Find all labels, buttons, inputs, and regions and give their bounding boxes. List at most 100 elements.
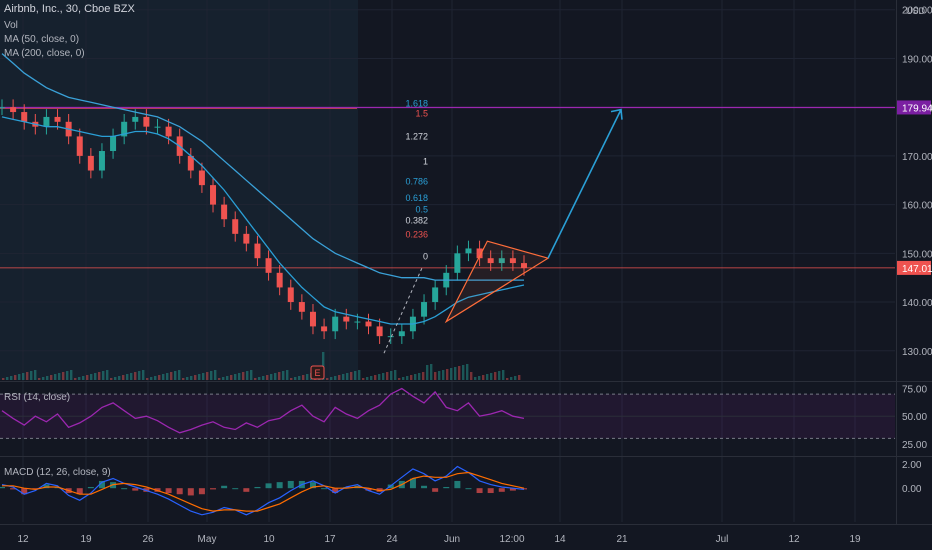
volume-bar	[114, 377, 117, 380]
rsi-tick-label: 50.00	[902, 412, 927, 423]
volume-bar	[518, 375, 521, 380]
volume-bar	[38, 378, 41, 380]
macd-tick-label: 2.00	[902, 460, 922, 471]
ma50-line	[1, 116, 525, 325]
volume-bar	[426, 365, 429, 380]
volume-bar	[66, 371, 69, 380]
macd-histogram-bar	[76, 488, 83, 495]
volume-bar	[226, 376, 229, 380]
volume-bar	[162, 374, 165, 380]
volume-bar	[402, 377, 405, 380]
candle	[143, 116, 150, 127]
macd-histogram-bar	[121, 488, 128, 490]
volume-bar	[414, 374, 417, 380]
volume-bar	[218, 378, 221, 380]
macd-histogram-bar	[210, 488, 217, 490]
volume-bar	[510, 377, 513, 380]
x-tick-label: 26	[142, 534, 154, 545]
macd-histogram-bar	[0, 486, 5, 489]
volume-bar	[154, 376, 157, 380]
volume-bar	[94, 373, 97, 380]
macd-histogram-bar	[98, 480, 105, 489]
volume-bar	[254, 378, 257, 380]
volume-bar	[270, 374, 273, 380]
volume-bar	[498, 371, 501, 380]
volume-bar	[350, 372, 353, 380]
volume-bar	[74, 378, 77, 380]
volume-bar	[62, 372, 65, 380]
volume-bar	[34, 370, 37, 380]
volume-bar	[202, 373, 205, 380]
volume-bar	[150, 377, 153, 380]
macd-histogram-bar	[332, 488, 339, 494]
volume-bar	[118, 376, 121, 380]
candle	[354, 321, 361, 323]
legend-ma50: MA (50, close, 0)	[4, 34, 80, 45]
candle	[21, 112, 28, 122]
x-tick-label: 10	[263, 534, 275, 545]
volume-bar	[6, 377, 9, 380]
volume-bar	[334, 376, 337, 380]
volume-bar	[194, 375, 197, 380]
target-price-tag: 179.94	[902, 103, 932, 114]
candle	[243, 233, 250, 244]
rsi-tick-label: 75.00	[902, 385, 927, 396]
volume-bar	[142, 370, 145, 380]
volume-bar	[462, 365, 465, 380]
candle	[187, 155, 194, 171]
volume-bar	[50, 375, 53, 380]
volume-bar	[178, 370, 181, 380]
x-tick-label: 12:00	[499, 534, 524, 545]
volume-bar	[494, 372, 497, 380]
volume-bar	[246, 371, 249, 380]
volume-bar	[478, 376, 481, 380]
volume-bar	[258, 377, 261, 380]
volume-bar	[442, 370, 445, 380]
volume-bar	[286, 370, 289, 380]
volume-bar	[182, 378, 185, 380]
x-tick-label: 19	[80, 534, 92, 545]
volume-bar	[366, 377, 369, 380]
x-tick-label: 14	[554, 534, 566, 545]
macd-histogram-bar	[321, 488, 328, 490]
macd-histogram-bar	[254, 486, 261, 489]
volume-bar	[210, 371, 213, 380]
x-tick-label: 12	[17, 534, 29, 545]
x-tick-label: May	[198, 534, 217, 545]
volume-bar	[262, 376, 265, 380]
macd-histogram-bar	[454, 480, 461, 489]
y-tick-label: 170.00	[902, 152, 932, 163]
volume-bar	[46, 376, 49, 380]
macd-histogram-bar	[421, 485, 428, 489]
volume-bar	[290, 378, 293, 380]
volume-bar	[390, 371, 393, 380]
macd-signal-line	[2, 471, 525, 512]
volume-bar	[206, 372, 209, 380]
volume-bar	[2, 378, 5, 380]
macd-histogram-bar	[309, 482, 316, 489]
candle	[43, 116, 50, 127]
fib-level-label: 1	[423, 156, 428, 166]
volume-bar	[362, 378, 365, 380]
macd-histogram-bar	[487, 488, 494, 494]
x-tick-label: 12	[788, 534, 800, 545]
candle	[232, 219, 239, 234]
candle	[98, 151, 105, 171]
candle	[287, 287, 294, 303]
volume-bar	[326, 378, 329, 380]
candle	[498, 258, 505, 264]
x-tick-label: 24	[386, 534, 398, 545]
candle	[210, 185, 217, 205]
candle	[254, 243, 261, 259]
volume-bar	[374, 375, 377, 380]
volume-bar	[514, 376, 517, 380]
candle	[265, 258, 272, 273]
volume-bar	[90, 374, 93, 380]
candle	[365, 321, 372, 327]
rsi-line	[1, 387, 525, 434]
volume-bar	[490, 373, 493, 380]
volume-bar	[170, 372, 173, 380]
macd-histogram-bar	[87, 486, 94, 489]
current-price-tag: 147.01	[902, 264, 932, 275]
